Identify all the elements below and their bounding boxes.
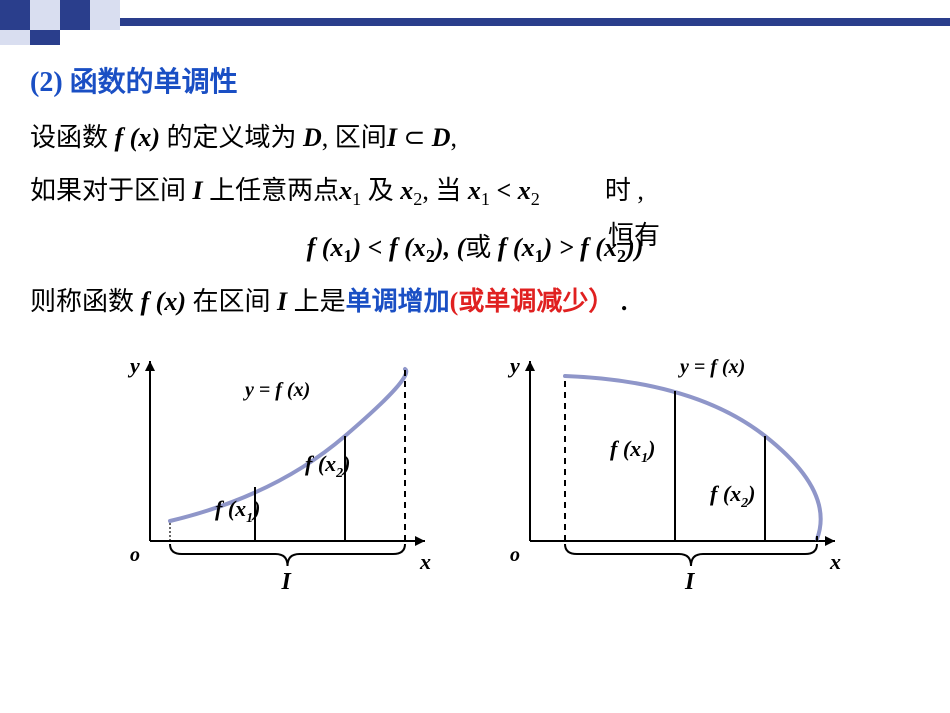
graph-decreasing: y x o Iy = f (x) f (x1) f (x2) xyxy=(495,341,855,606)
slide-content: (2) 函数的单调性 设函数 f (x) 的定义域为 D, 区间I ⊂ D, 如… xyxy=(0,0,950,616)
slide-decoration xyxy=(0,0,950,50)
svg-text:f (x1): f (x1) xyxy=(215,496,260,526)
svg-text:f (x1): f (x1) xyxy=(610,436,655,466)
svg-text:o: o xyxy=(510,544,520,566)
formula-line: 恒有 f (x1) < f (x2), (或 f (x1) > f (x2)) xyxy=(30,227,920,267)
svg-text:I: I xyxy=(684,569,696,595)
svg-text:y = f (x): y = f (x) xyxy=(243,379,310,401)
svg-text:x: x xyxy=(829,549,841,574)
graph-increasing: y x o Iy = f (x) f (x1) f (x2) xyxy=(95,341,445,606)
definition-line-1: 设函数 f (x) 的定义域为 D, 区间I ⊂ D, xyxy=(30,118,920,157)
section-heading: (2) 函数的单调性 xyxy=(30,60,920,100)
svg-text:o: o xyxy=(130,544,140,566)
svg-text:y = f (x): y = f (x) xyxy=(678,356,745,378)
svg-text:y: y xyxy=(507,353,520,378)
graphs-row: y x o Iy = f (x) f (x1) f (x2) y x o Iy = f (x) f… xyxy=(30,341,920,606)
svg-text:f (x2): f (x2) xyxy=(305,451,350,481)
definition-line-2: 如果对于区间 I 上任意两点x1 及 x2, 当 x1 < x2 时 , xyxy=(30,171,920,213)
svg-text:y: y xyxy=(127,353,140,378)
definition-line-3: 则称函数 f (x) 在区间 I 上是单调增加(或单调减少） . xyxy=(30,282,920,321)
hengyou-label: 恒有 xyxy=(608,215,660,252)
svg-text:x: x xyxy=(419,549,431,574)
svg-text:I: I xyxy=(281,569,293,595)
svg-text:f (x2): f (x2) xyxy=(710,481,755,511)
